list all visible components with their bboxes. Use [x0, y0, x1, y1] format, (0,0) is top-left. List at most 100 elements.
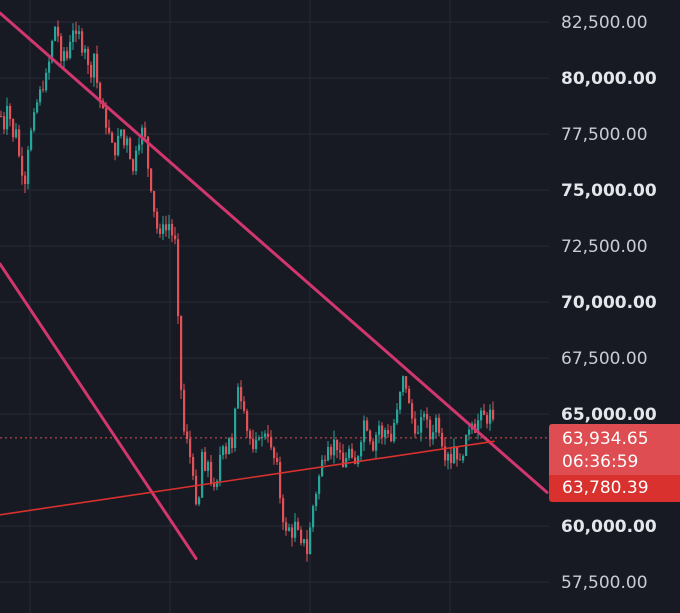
current-price-tag: 63,934.65 06:36:59 [549, 424, 680, 476]
candle-up [315, 493, 318, 507]
candle-down [0, 116, 3, 118]
candle-down [60, 36, 63, 61]
candle-up [168, 223, 171, 231]
candle-down [231, 437, 234, 448]
candle-down [411, 403, 414, 419]
candle-up [288, 527, 291, 531]
candle-up [489, 409, 492, 424]
candle-down [267, 433, 270, 437]
candle-up [258, 437, 261, 440]
candle-down [429, 419, 432, 440]
candle-up [237, 387, 240, 409]
candle-down [144, 127, 147, 137]
level-price-label: 63,780.39 [562, 478, 649, 498]
candle-up [15, 129, 18, 138]
candle-up [393, 422, 396, 442]
current-price-label: 63,934.65 [562, 429, 649, 449]
candle-up [120, 129, 123, 136]
candle-down [165, 224, 168, 231]
candle-down [195, 475, 198, 505]
candle-down [387, 429, 390, 434]
candle-down [492, 409, 495, 420]
support-line [0, 440, 495, 516]
candle-up [423, 413, 426, 418]
candle-up [375, 434, 378, 451]
candle-down [456, 446, 459, 460]
candle-down [342, 452, 345, 468]
candle-up [63, 51, 66, 61]
candle-down [351, 448, 354, 458]
candle-up [207, 461, 210, 471]
candle-down [9, 105, 12, 120]
candle-down [3, 116, 6, 130]
candle-down [405, 376, 408, 389]
y-tick-label: 65,000.00 [561, 405, 657, 425]
candle-down [483, 410, 486, 415]
candle-up [333, 439, 336, 456]
candle-down [297, 521, 300, 530]
candle-up [30, 130, 33, 150]
candle-down [276, 458, 279, 462]
candle-down [21, 155, 24, 176]
candle-up [198, 497, 201, 505]
candle-up [93, 53, 96, 78]
candle-down [336, 439, 339, 451]
candle-up [402, 376, 405, 393]
candle-up [480, 410, 483, 421]
candle-up [318, 476, 321, 494]
candle-up [234, 408, 237, 448]
candle-down [444, 446, 447, 461]
candle-up [6, 105, 9, 130]
candle-up [27, 149, 30, 185]
candle-down [174, 235, 177, 240]
y-tick-label: 80,000.00 [561, 69, 657, 89]
candle-down [129, 138, 132, 160]
candle-up [33, 112, 36, 131]
candle-up [228, 437, 231, 455]
candle-down [180, 316, 183, 390]
candle-up [453, 446, 456, 464]
candle-up [303, 539, 306, 544]
candle-down [96, 53, 99, 83]
candle-up [462, 455, 465, 461]
candle-up [399, 392, 402, 410]
candle-down [75, 30, 78, 35]
candle-up [384, 429, 387, 438]
y-tick-label: 57,500.00 [561, 573, 648, 593]
candle-down [486, 414, 489, 424]
candle-up [264, 433, 267, 437]
candle-down [273, 447, 276, 459]
candle-up [84, 48, 87, 53]
candle-down [354, 457, 357, 465]
candle-up [138, 144, 141, 151]
candle-up [312, 506, 315, 528]
candle-down [186, 431, 189, 439]
candle-up [216, 480, 219, 487]
y-tick-label: 77,500.00 [561, 125, 648, 145]
candle-down [408, 388, 411, 404]
y-tick-label: 60,000.00 [561, 517, 657, 537]
candle-down [12, 119, 15, 138]
candle-up [447, 454, 450, 461]
candle-down [306, 539, 309, 555]
candle-down [105, 108, 108, 128]
y-tick-label: 82,500.00 [561, 13, 648, 33]
candle-up [39, 89, 42, 103]
candle-down [192, 456, 195, 476]
candle-up [126, 138, 129, 146]
candle-down [366, 420, 369, 431]
candles [0, 20, 495, 562]
y-tick-label: 75,000.00 [561, 181, 657, 201]
candle-up [48, 61, 51, 73]
y-tick-label: 70,000.00 [561, 293, 657, 313]
candle-down [171, 223, 174, 236]
candle-down [24, 175, 27, 185]
candle-down [291, 527, 294, 538]
candle-up [78, 31, 81, 35]
candle-down [330, 447, 333, 456]
candle-down [87, 48, 90, 65]
candle-up [255, 439, 258, 450]
candle-up [261, 436, 264, 438]
candle-down [324, 459, 327, 461]
